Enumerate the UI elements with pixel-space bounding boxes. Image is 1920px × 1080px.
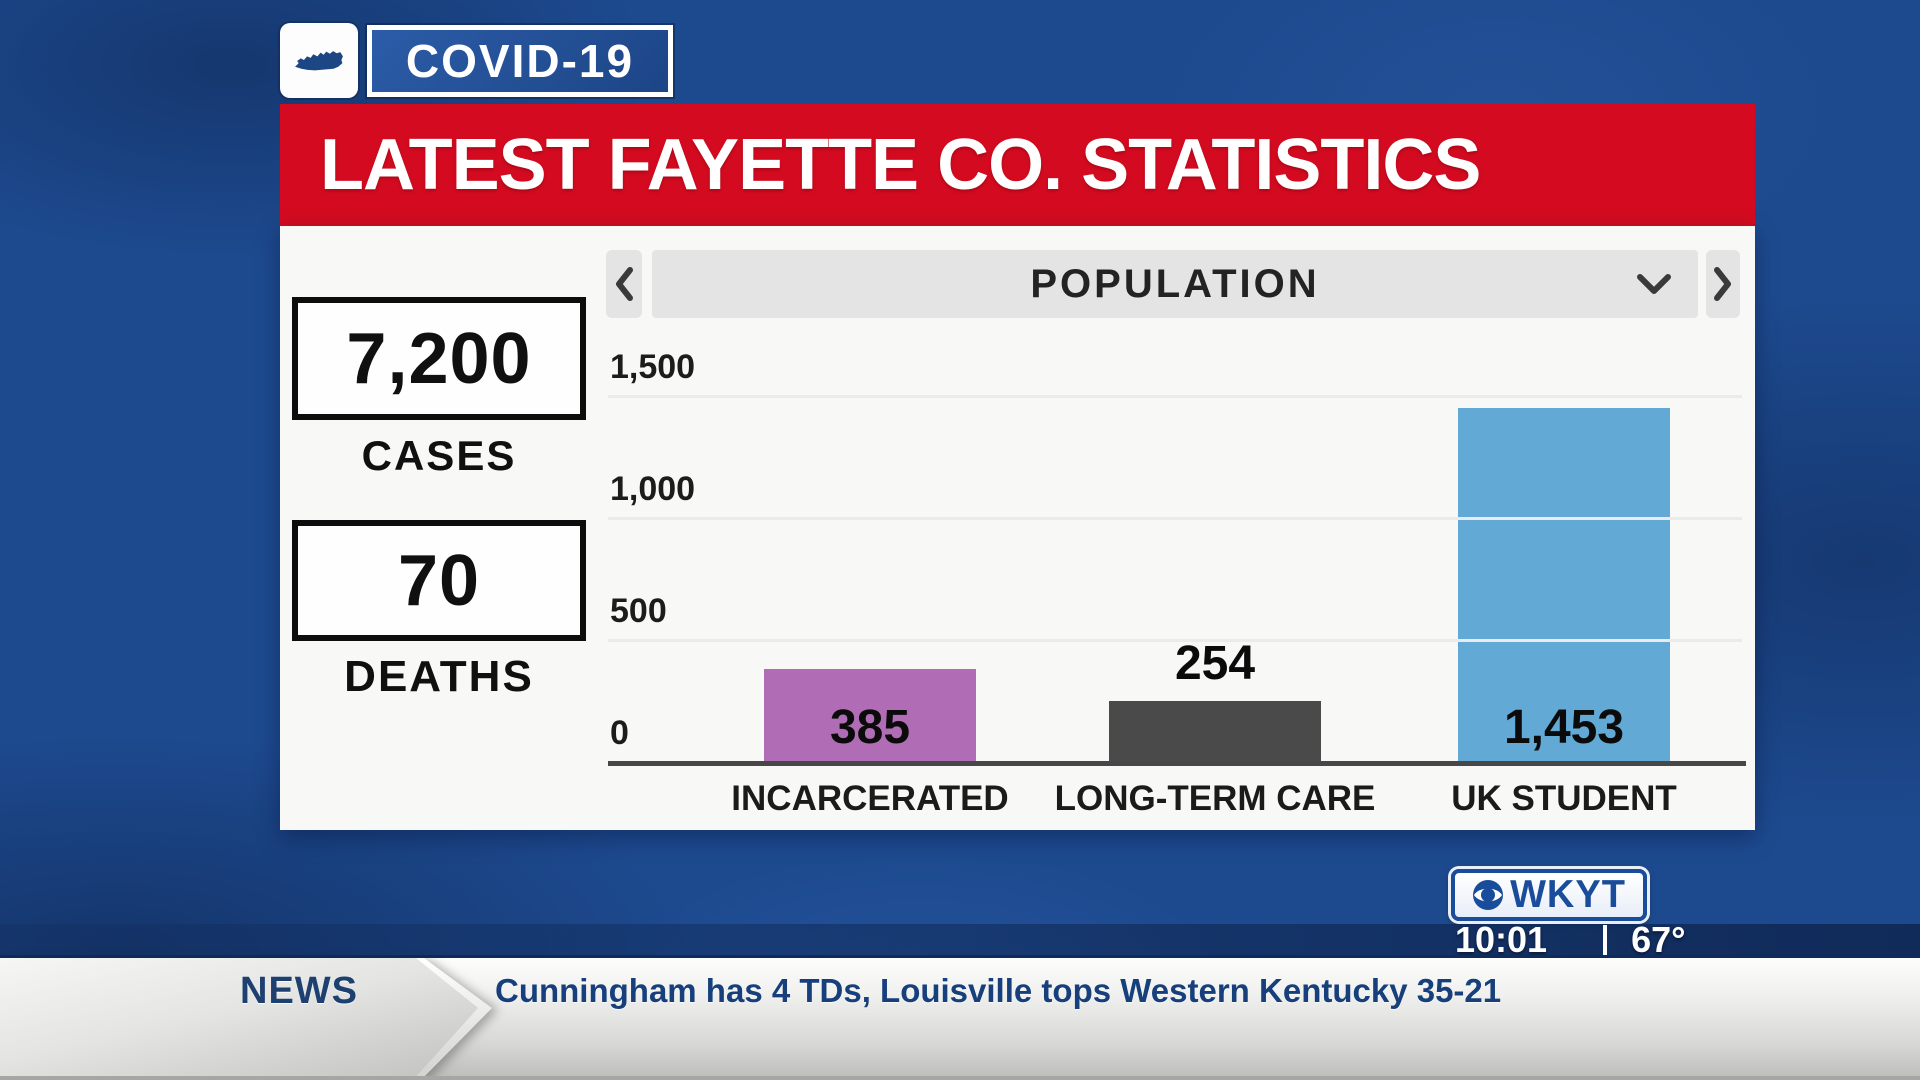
ticker-top-line [0,955,1920,958]
bar-uk-student [1458,408,1670,763]
bar-category-uk-student: UK STUDENT [1451,779,1677,818]
statistics-panel: POPULATION 7,200 CASES 70 DEATHS 385 INC… [280,226,1755,830]
category-selector-dropdown[interactable]: POPULATION [652,250,1698,318]
bar-category-incarcerated: INCARCERATED [731,779,1009,818]
program-title: COVID-19 [405,35,635,87]
banner-title: LATEST FAYETTE CO. STATISTICS [320,125,1481,205]
program-title-box: COVID-19 [367,25,673,97]
ticker-category-label: NEWS [240,970,358,1012]
news-tab: NEWS [0,958,520,1080]
x-axis-line [608,761,1746,766]
station-logo: WKYT [1451,869,1647,921]
time-strip [0,924,1920,956]
bar-group-long-term-care: 254 LONG-TERM CARE [1055,397,1376,818]
y-axis-tick-label: 500 [610,592,667,630]
headline-banner: LATEST FAYETTE CO. STATISTICS [280,104,1755,226]
clock-temp: 10:01 67° [1455,919,1686,960]
bar-value-uk-student: 1,453 [1503,701,1625,754]
ticker-headline: Cunningham has 4 TDs, Louisville tops We… [495,972,1502,1009]
bar-group-incarcerated: 385 INCARCERATED [731,397,1009,818]
bar-incarcerated [764,669,976,763]
kentucky-badge-tile [280,23,358,98]
chevron-left-icon [611,264,637,304]
news-tab-arrow-shape [0,958,478,1080]
y-axis-tick-label: 1,000 [610,470,696,508]
deaths-stat-box: 70 [292,520,586,641]
bar-category-long-term-care: LONG-TERM CARE [1054,779,1376,818]
deaths-label: DEATHS [344,652,534,701]
bar-long-term-care [1109,701,1321,763]
deaths-value: 70 [397,540,481,621]
current-time: 10:01 [1455,919,1548,960]
bar-group-uk-student: 1,453 UK STUDENT [1451,397,1677,818]
clock-divider [1603,925,1608,955]
cbs-eye-icon [1472,879,1504,911]
y-axis-tick-label: 1,500 [610,348,696,386]
chevron-down-icon [1634,270,1674,298]
chevron-right-icon [1710,264,1736,304]
news-ticker: NEWS Cunningham has 4 TDs, Louisville to… [0,958,1920,1080]
bar-value-long-term-care: 254 [1174,637,1256,690]
y-gridline [608,639,1742,642]
y-axis-tick-label: 0 [610,714,629,752]
selected-category-label: POPULATION [1030,261,1320,306]
y-gridline [608,517,1742,520]
selector-prev-button[interactable] [606,250,642,318]
bar-chart-plot-area: 385 INCARCERATED 254 LONG-TERM CARE 1,45… [608,348,1742,818]
bar-value-incarcerated: 385 [829,701,911,754]
station-call-sign: WKYT [1510,873,1626,916]
y-gridline [608,395,1742,398]
cases-stat-box: 7,200 [292,297,586,420]
cases-value: 7,200 [346,318,532,399]
current-temperature: 67° [1631,919,1686,960]
cases-label: CASES [361,432,517,479]
kentucky-silhouette-icon [293,44,345,78]
selector-next-button[interactable] [1706,250,1740,318]
